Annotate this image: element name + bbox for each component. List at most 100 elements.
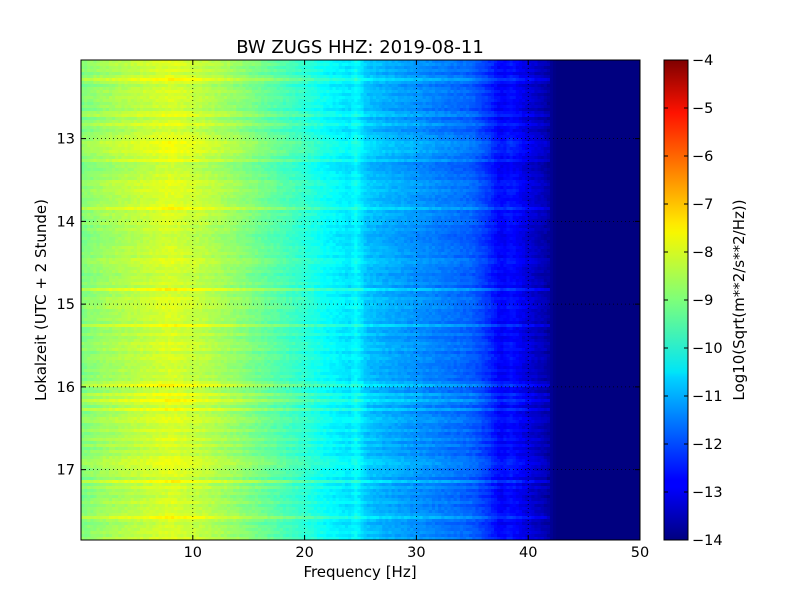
heatmap-cell [587, 66, 591, 70]
heatmap-cell [149, 96, 153, 100]
heatmap-cell [161, 87, 166, 91]
heatmap-cell [140, 102, 144, 106]
heatmap-cell [90, 75, 94, 79]
heatmap-cell [335, 108, 340, 112]
heatmap-cell [444, 117, 448, 121]
heatmap-cell [472, 108, 476, 112]
heatmap-cell [118, 87, 122, 91]
heatmap-cell [102, 93, 107, 97]
heatmap-cell [143, 132, 147, 136]
heatmap-cell [164, 87, 169, 91]
heatmap-cell [96, 108, 101, 112]
heatmap-cell [338, 129, 343, 133]
heatmap-cell [447, 135, 452, 139]
heatmap-cell [332, 129, 337, 133]
heatmap-cell [596, 87, 601, 91]
heatmap-cell [534, 84, 539, 88]
heatmap-cell [556, 93, 560, 97]
heatmap-cell [372, 63, 377, 67]
heatmap-cell [136, 90, 141, 94]
heatmap-cell [422, 99, 427, 103]
heatmap-cell [108, 75, 113, 79]
heatmap-cell [292, 138, 296, 142]
heatmap-cell [636, 90, 641, 94]
heatmap-cell [223, 132, 228, 136]
heatmap-cell [282, 63, 287, 67]
heatmap-cell [351, 75, 355, 79]
heatmap-cell [602, 63, 607, 67]
heatmap-cell [546, 99, 551, 103]
heatmap-cell [565, 87, 570, 91]
heatmap-cell [494, 99, 498, 103]
heatmap-cell [431, 105, 436, 109]
heatmap-cell [475, 120, 480, 124]
heatmap-cell [534, 123, 539, 127]
heatmap-cell [192, 120, 197, 124]
heatmap-cell [320, 87, 324, 91]
heatmap-cell [372, 87, 377, 91]
heatmap-cell [562, 126, 566, 130]
heatmap-cell [118, 117, 122, 121]
heatmap-cell [435, 120, 439, 124]
heatmap-cell [571, 99, 576, 103]
heatmap-cell [220, 117, 225, 121]
heatmap-cell [192, 60, 197, 64]
heatmap-cell [223, 69, 228, 73]
heatmap-cell [462, 129, 467, 133]
heatmap-cell [205, 87, 209, 91]
heatmap-cell [534, 135, 539, 139]
heatmap-cell [348, 111, 352, 115]
heatmap-cell [158, 75, 163, 79]
heatmap-cell [413, 117, 417, 121]
heatmap-cell [102, 123, 107, 127]
heatmap-cell [413, 69, 417, 73]
heatmap-cell [220, 63, 225, 67]
heatmap-cell [84, 84, 88, 88]
heatmap-cell [525, 75, 529, 79]
heatmap-cell [553, 63, 557, 67]
heatmap-cell [553, 90, 557, 94]
heatmap-cell [565, 102, 570, 106]
heatmap-cell [618, 108, 622, 112]
heatmap-cell [140, 105, 144, 109]
heatmap-cell [372, 135, 377, 139]
heatmap-cell [500, 93, 504, 97]
heatmap-cell [292, 126, 296, 130]
heatmap-cell [608, 60, 613, 64]
heatmap-cell [466, 63, 470, 67]
heatmap-cell [506, 60, 511, 64]
heatmap-cell [403, 135, 408, 139]
heatmap-cell [230, 60, 234, 64]
heatmap-cell [183, 72, 188, 76]
heatmap-cell [239, 60, 243, 64]
heatmap-cell [332, 72, 337, 76]
heatmap-cell [133, 90, 138, 94]
heatmap-cell [202, 120, 206, 124]
heatmap-cell [478, 75, 483, 79]
heatmap-cell [438, 75, 442, 79]
heatmap-cell [410, 141, 414, 145]
heatmap-cell [245, 63, 250, 67]
heatmap-cell [553, 81, 557, 85]
heatmap-cell [618, 120, 622, 124]
heatmap-cell [192, 90, 197, 94]
heatmap-cell [276, 141, 281, 145]
heatmap-cell [481, 105, 486, 109]
heatmap-cell [444, 84, 448, 88]
heatmap-cell [189, 75, 194, 79]
heatmap-cell [121, 135, 125, 139]
heatmap-cell [171, 129, 175, 133]
heatmap-cell [509, 102, 514, 106]
heatmap-cell [202, 135, 206, 139]
heatmap-cell [403, 123, 408, 127]
heatmap-cell [385, 72, 389, 76]
heatmap-cell [326, 117, 330, 121]
heatmap-cell [525, 123, 529, 127]
heatmap-cell [180, 96, 184, 100]
heatmap-cell [469, 111, 473, 115]
heatmap-cell [388, 90, 393, 94]
heatmap-cell [633, 138, 638, 142]
heatmap-cell [385, 87, 389, 91]
heatmap-cell [447, 63, 452, 67]
heatmap-cell [571, 69, 576, 73]
